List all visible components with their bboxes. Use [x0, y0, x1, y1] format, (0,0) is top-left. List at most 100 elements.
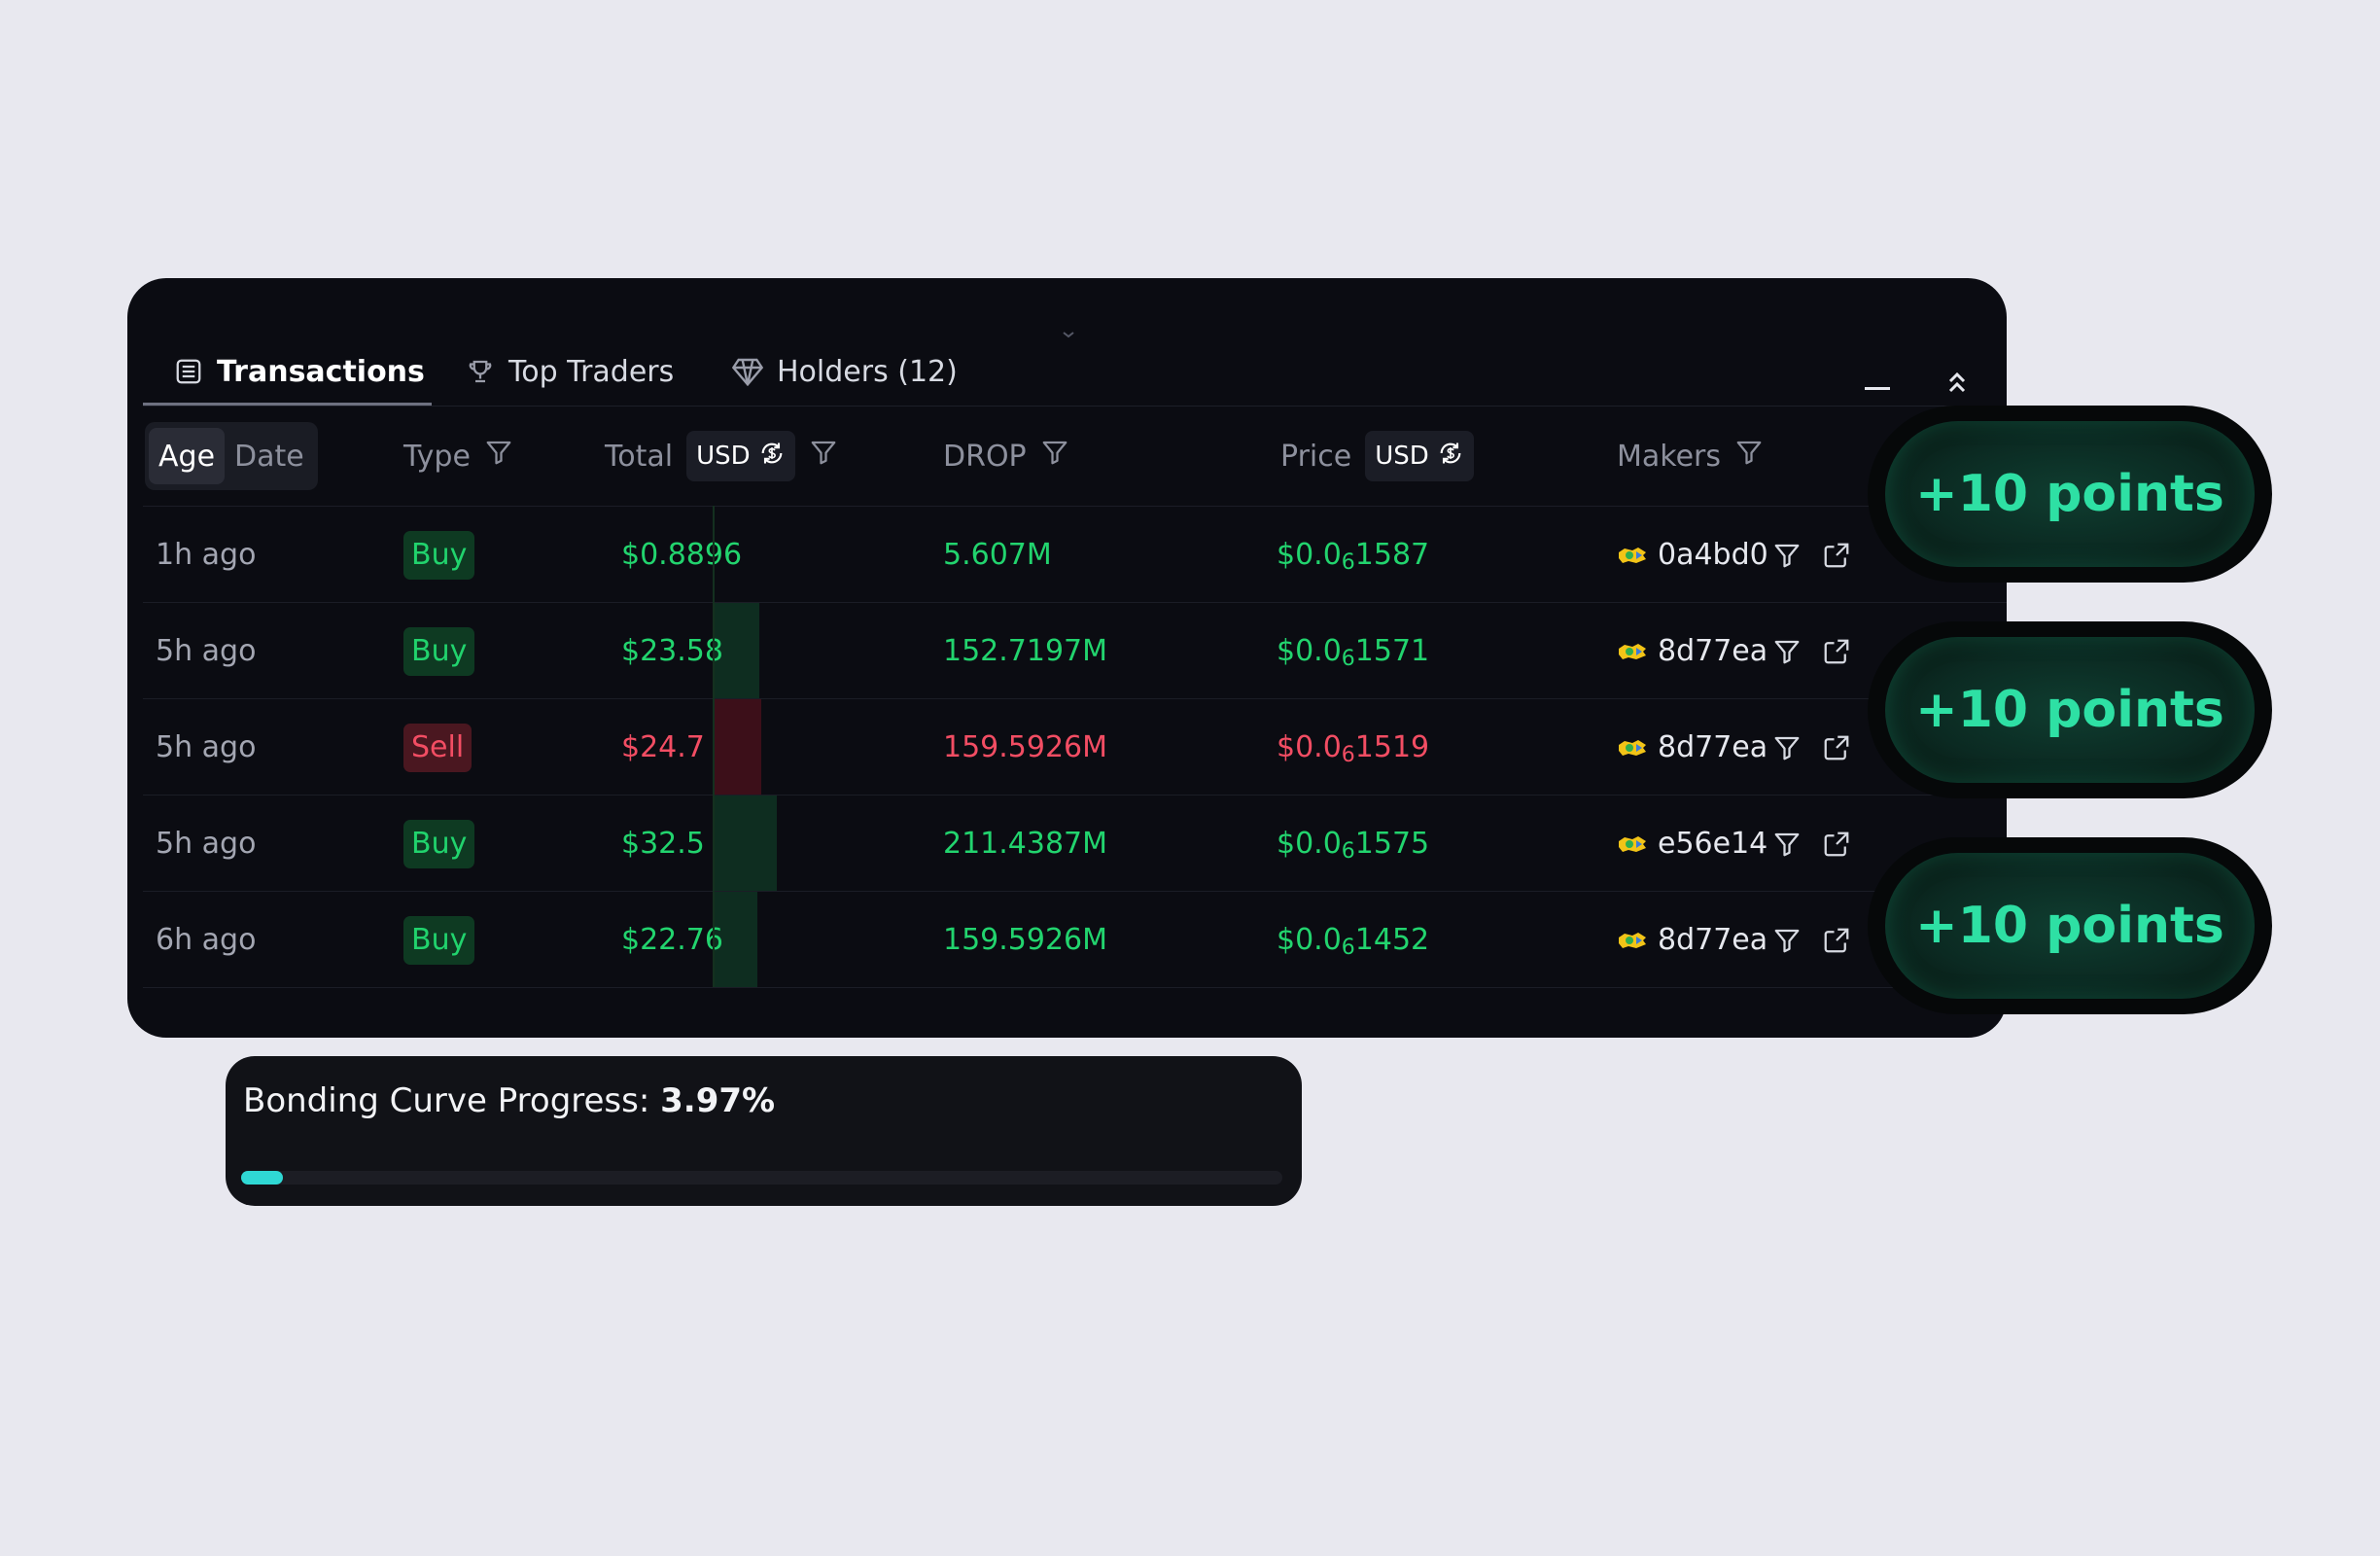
- minimize-button[interactable]: [1858, 366, 1897, 405]
- price-currency-toggle[interactable]: USD: [1365, 431, 1474, 481]
- table-row[interactable]: 6h ago Buy $22.76 159.5926M $0.0 6 1452 8d…: [143, 891, 2007, 988]
- price-subscript: 6: [1341, 743, 1355, 767]
- maker-avatar-icon: [1617, 930, 1648, 951]
- buy-badge: Buy: [403, 530, 475, 580]
- table-row[interactable]: 1h ago Buy $0.8896 5.607M $0.0 6 1587 0a4b…: [143, 506, 2007, 602]
- type-header-label: Type: [403, 439, 471, 474]
- tab-label: Holders (12): [777, 354, 958, 389]
- open-external-button[interactable]: [1822, 796, 1851, 892]
- open-external-button[interactable]: [1822, 507, 1851, 603]
- maker-avatar-icon: [1617, 545, 1648, 566]
- filter-icon[interactable]: [1040, 438, 1069, 475]
- bonding-curve-progress-fill: [241, 1171, 283, 1185]
- points-pill: +10 points: [1868, 837, 2272, 1014]
- open-external-button[interactable]: [1822, 603, 1851, 699]
- row-age: 5h ago: [156, 730, 257, 764]
- filter-icon: [1772, 926, 1802, 955]
- row-amount: 159.5926M: [943, 923, 1108, 957]
- buy-badge: Buy: [403, 915, 475, 965]
- filter-maker-button[interactable]: [1772, 699, 1802, 796]
- row-total: $22.76: [621, 923, 723, 957]
- bonding-curve-card: Bonding Curve Progress: 3.97%: [226, 1056, 1302, 1206]
- tab-label: Transactions: [217, 354, 425, 389]
- row-maker[interactable]: 8d77ea: [1617, 699, 1768, 796]
- filter-icon[interactable]: [1734, 438, 1764, 475]
- row-type: Buy: [403, 796, 475, 892]
- age-date-toggle: Age Date: [143, 407, 318, 506]
- row-price: $0.0 6 1571: [1277, 603, 1429, 699]
- maker-avatar-icon: [1617, 737, 1648, 759]
- bonding-curve-label: Bonding Curve Progress: 3.97%: [243, 1081, 775, 1120]
- external-link-icon: [1822, 733, 1851, 762]
- price-subscript: 6: [1341, 647, 1355, 671]
- trophy-icon: [466, 357, 495, 386]
- bonding-curve-value: 3.97%: [660, 1081, 776, 1120]
- date-toggle-option[interactable]: Date: [234, 439, 304, 474]
- filter-icon[interactable]: [809, 438, 838, 475]
- price-prefix: $0.0: [1277, 923, 1342, 957]
- volume-bar: [713, 699, 761, 796]
- tab-transactions[interactable]: Transactions: [174, 336, 425, 407]
- external-link-icon: [1822, 926, 1851, 955]
- row-age: 5h ago: [156, 827, 257, 861]
- filter-maker-button[interactable]: [1772, 603, 1802, 699]
- row-age: 5h ago: [156, 634, 257, 668]
- chevrons-up-icon: [1944, 370, 1970, 401]
- diamond-icon: [732, 357, 763, 386]
- table-row[interactable]: 5h ago Buy $32.5 211.4387M $0.0 6 1575 e56…: [143, 795, 2007, 892]
- external-link-icon: [1822, 637, 1851, 666]
- open-external-button[interactable]: [1822, 892, 1851, 988]
- row-total: $0.8896: [621, 538, 743, 572]
- table-row[interactable]: 5h ago Buy $23.58 152.7197M $0.0 6 1571 8d…: [143, 602, 2007, 699]
- row-maker[interactable]: 8d77ea: [1617, 603, 1768, 699]
- maker-address: 8d77ea: [1658, 923, 1768, 957]
- price-digits: 1452: [1354, 923, 1430, 957]
- filter-maker-button[interactable]: [1772, 892, 1802, 988]
- filter-maker-button[interactable]: [1772, 507, 1802, 603]
- filter-icon: [1772, 733, 1802, 762]
- sell-badge: Sell: [403, 723, 472, 772]
- points-label: +10 points: [1885, 637, 2255, 783]
- swap-currency-icon: [1437, 440, 1464, 474]
- total-currency-toggle[interactable]: USD: [686, 431, 795, 481]
- table-row[interactable]: 5h ago Sell $24.7 159.5926M $0.0 6 1519 8d…: [143, 698, 2007, 796]
- minimize-icon: [1865, 376, 1890, 395]
- filter-icon[interactable]: [484, 438, 513, 475]
- price-prefix: $0.0: [1277, 634, 1342, 668]
- tab-holders[interactable]: Holders (12): [732, 336, 958, 407]
- price-digits: 1519: [1354, 730, 1430, 764]
- points-label: +10 points: [1885, 421, 2255, 567]
- row-type: Buy: [403, 892, 475, 988]
- row-amount: 5.607M: [943, 538, 1052, 572]
- maker-avatar-icon: [1617, 833, 1648, 855]
- price-subscript: 6: [1341, 839, 1355, 864]
- open-external-button[interactable]: [1822, 699, 1851, 796]
- points-pill: +10 points: [1868, 621, 2272, 798]
- row-maker[interactable]: 0a4bd0: [1617, 507, 1768, 603]
- maker-address: 8d77ea: [1658, 634, 1768, 668]
- volume-bar: [713, 892, 757, 988]
- price-digits: 1575: [1354, 827, 1430, 861]
- row-age: 6h ago: [156, 923, 257, 957]
- row-type: Sell: [403, 699, 472, 796]
- tab-divider: [143, 406, 2007, 407]
- type-column-header: Type: [403, 407, 513, 506]
- price-column-header: Price USD: [1280, 407, 1474, 506]
- maker-avatar-icon: [1617, 641, 1648, 662]
- maker-address: 8d77ea: [1658, 730, 1768, 764]
- row-maker[interactable]: 8d77ea: [1617, 892, 1768, 988]
- filter-maker-button[interactable]: [1772, 796, 1802, 892]
- row-maker[interactable]: e56e14: [1617, 796, 1768, 892]
- row-amount: 159.5926M: [943, 730, 1108, 764]
- row-price: $0.0 6 1587: [1277, 507, 1429, 603]
- tab-label: Top Traders: [508, 354, 675, 389]
- price-header-label: Price: [1280, 439, 1352, 474]
- filter-icon: [1772, 637, 1802, 666]
- total-column-divider: [713, 506, 715, 987]
- age-toggle-option[interactable]: Age: [149, 428, 226, 484]
- collapse-button[interactable]: [1938, 366, 1977, 405]
- swap-currency-icon: [758, 440, 786, 474]
- table-header: Age Date Type Total USD DROP Price USD: [143, 407, 2007, 506]
- row-total: $32.5: [621, 827, 705, 861]
- tab-top-traders[interactable]: Top Traders: [466, 336, 674, 407]
